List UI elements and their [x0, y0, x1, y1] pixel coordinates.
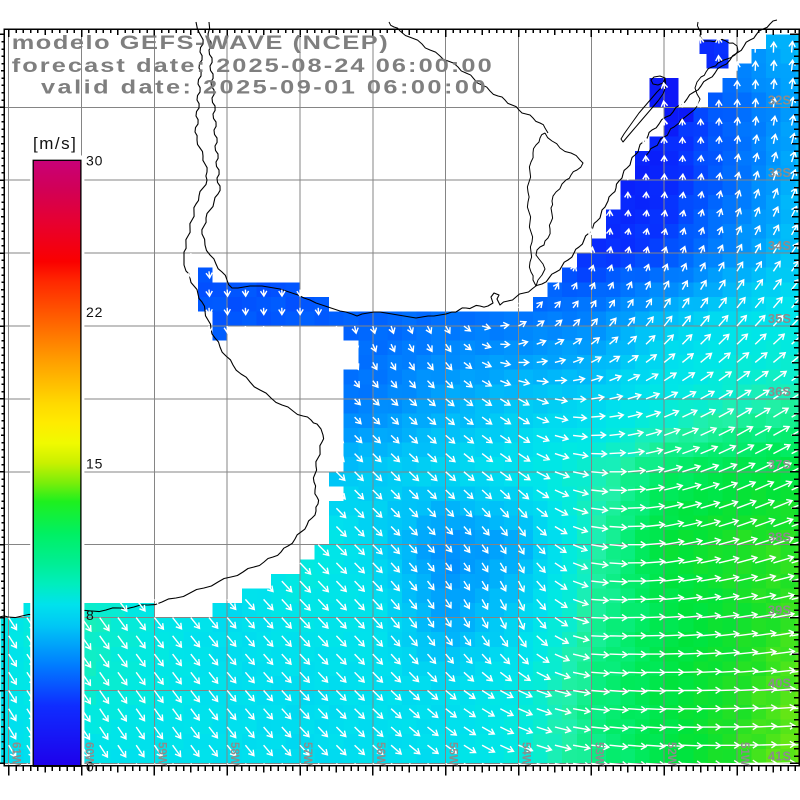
svg-text:valid date: 2025-09-01 06:00:0: valid date: 2025-09-01 06:00:00: [41, 76, 488, 98]
svg-text:53W: 53W: [592, 742, 604, 766]
svg-text:[m/s]: [m/s]: [33, 134, 77, 153]
svg-text:modelo GEFS-WAVE (NCEP): modelo GEFS-WAVE (NCEP): [12, 32, 390, 54]
svg-text:33S: 33S: [768, 165, 791, 180]
svg-text:37S: 37S: [768, 457, 791, 472]
svg-text:54W: 54W: [520, 742, 532, 766]
svg-text:30: 30: [86, 152, 103, 168]
svg-text:51W: 51W: [738, 742, 750, 766]
svg-text:forecast date: 2025-08-24 06:0: forecast date: 2025-08-24 06:00:00: [12, 55, 494, 77]
svg-text:57W: 57W: [301, 742, 313, 766]
svg-text:39S: 39S: [768, 603, 791, 618]
svg-text:40S: 40S: [768, 676, 791, 691]
svg-text:41S: 41S: [768, 748, 791, 763]
svg-text:55W: 55W: [447, 742, 459, 766]
svg-text:38S: 38S: [768, 530, 791, 545]
svg-text:0: 0: [86, 758, 95, 774]
svg-text:56W: 56W: [374, 742, 386, 766]
svg-text:35S: 35S: [768, 311, 791, 326]
svg-text:22: 22: [86, 304, 103, 320]
svg-text:59W: 59W: [155, 742, 167, 766]
svg-text:32S: 32S: [768, 92, 791, 107]
svg-text:36S: 36S: [768, 384, 791, 399]
svg-text:8: 8: [86, 607, 95, 623]
svg-text:52W: 52W: [665, 742, 677, 766]
svg-text:61W: 61W: [10, 742, 22, 766]
svg-text:15: 15: [86, 455, 103, 471]
svg-text:60W: 60W: [83, 742, 95, 766]
svg-text:34S: 34S: [768, 238, 791, 253]
svg-text:58W: 58W: [228, 742, 240, 766]
